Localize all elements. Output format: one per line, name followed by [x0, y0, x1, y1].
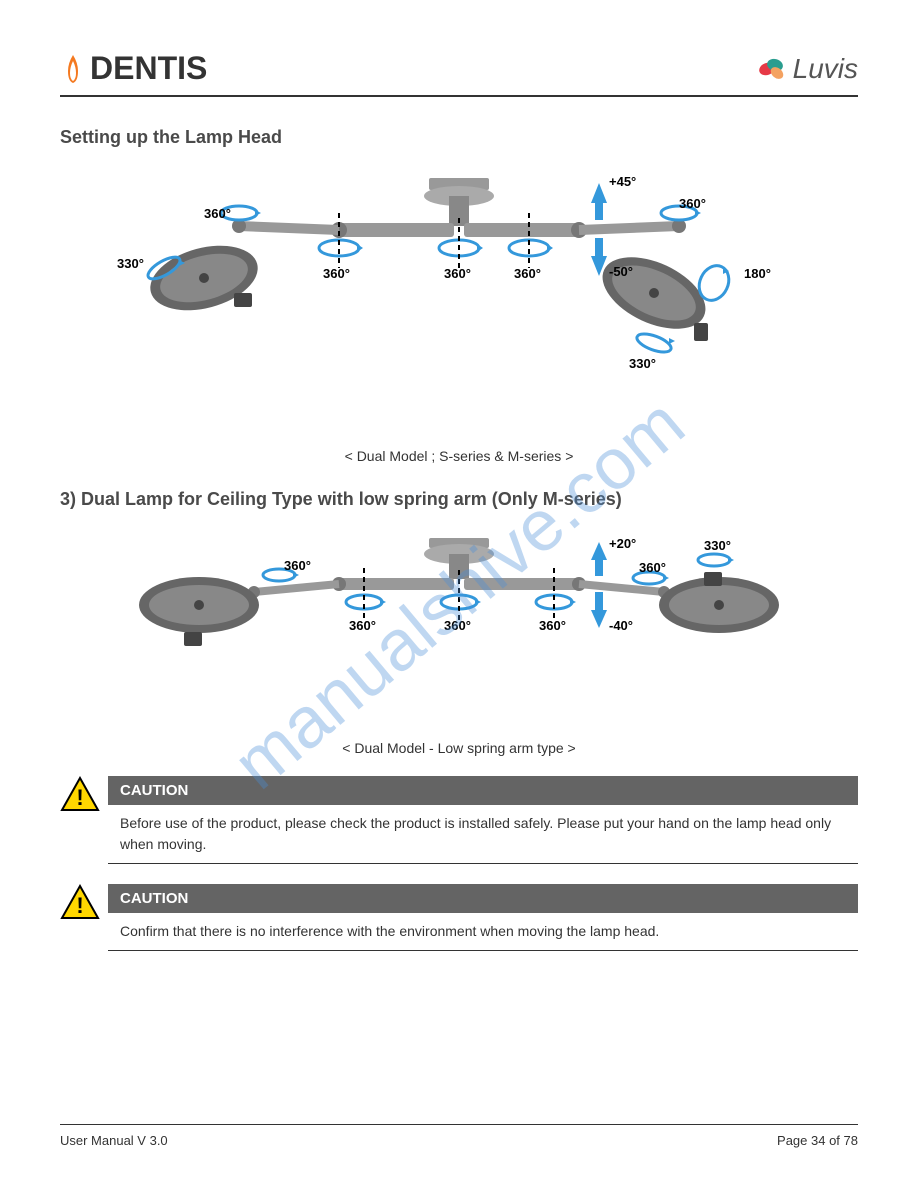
svg-text:360°: 360° — [284, 558, 311, 573]
page-footer: User Manual V 3.0 Page 34 of 78 — [60, 1124, 858, 1148]
footer-version: User Manual V 3.0 — [60, 1133, 168, 1148]
svg-text:360°: 360° — [323, 266, 350, 281]
diagram-2-caption: < Dual Model - Low spring arm type > — [60, 740, 858, 756]
caution-header-2: CAUTION — [108, 884, 858, 913]
caution-block-2: ! CAUTION Confirm that there is no inter… — [60, 884, 858, 951]
caution-content-2: CAUTION Confirm that there is no interfe… — [108, 884, 858, 951]
svg-text:!: ! — [76, 785, 83, 810]
warning-icon: ! — [60, 884, 100, 951]
caution-block-1: ! CAUTION Before use of the product, ple… — [60, 776, 858, 864]
dentis-logo-text: DENTIS — [90, 50, 207, 87]
section-title-1: Setting up the Lamp Head — [60, 127, 858, 148]
section-title-2: 3) Dual Lamp for Ceiling Type with low s… — [60, 489, 858, 510]
svg-text:360°: 360° — [349, 618, 376, 633]
caution-content-1: CAUTION Before use of the product, pleas… — [108, 776, 858, 864]
svg-text:+45°: +45° — [609, 174, 636, 189]
svg-text:360°: 360° — [514, 266, 541, 281]
svg-text:330°: 330° — [704, 538, 731, 553]
diagram-1-container: +45° 360° 360° 360° 360° 360° 330° -50° … — [60, 168, 858, 428]
svg-text:360°: 360° — [679, 196, 706, 211]
svg-text:!: ! — [76, 893, 83, 918]
svg-text:360°: 360° — [539, 618, 566, 633]
warning-icon: ! — [60, 776, 100, 864]
svg-text:330°: 330° — [117, 256, 144, 271]
dual-lamp-diagram-2: +20° 360° 360° 360° 360° 360° -40° 330° — [109, 530, 809, 720]
page-header: DENTIS Luvis — [60, 50, 858, 97]
svg-text:360°: 360° — [204, 206, 231, 221]
diagram-1-caption: < Dual Model ; S-series & M-series > — [60, 448, 858, 464]
caution-text-1: Before use of the product, please check … — [108, 805, 858, 864]
luvis-logo: Luvis — [757, 53, 858, 85]
footer-page: Page 34 of 78 — [777, 1133, 858, 1148]
svg-text:+20°: +20° — [609, 536, 636, 551]
caution-header-1: CAUTION — [108, 776, 858, 805]
dentis-flame-icon — [60, 53, 86, 85]
caution-text-2: Confirm that there is no interference wi… — [108, 913, 858, 951]
dual-lamp-diagram-1: +45° 360° 360° 360° 360° 360° 330° -50° … — [109, 168, 809, 428]
luvis-logo-text: Luvis — [793, 53, 858, 85]
svg-text:-50°: -50° — [609, 264, 633, 279]
diagram-2-container: +20° 360° 360° 360° 360° 360° -40° 330° — [60, 530, 858, 720]
svg-text:360°: 360° — [444, 266, 471, 281]
luvis-leaf-icon — [757, 55, 789, 83]
dentis-logo: DENTIS — [60, 50, 207, 87]
svg-text:180°: 180° — [744, 266, 771, 281]
svg-text:-40°: -40° — [609, 618, 633, 633]
svg-text:360°: 360° — [444, 618, 471, 633]
svg-text:360°: 360° — [639, 560, 666, 575]
svg-text:330°: 330° — [629, 356, 656, 371]
